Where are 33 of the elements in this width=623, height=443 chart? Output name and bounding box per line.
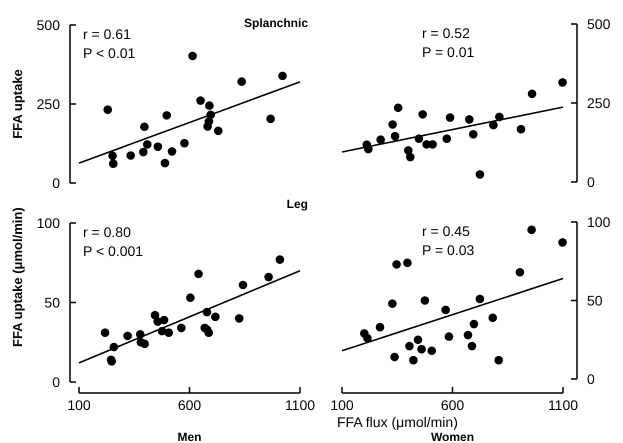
annotation: r = 0.45 xyxy=(422,223,470,239)
y-tick-label: 250 xyxy=(36,96,60,112)
annotation: P < 0.001 xyxy=(83,243,144,259)
x-tick-label: 1100 xyxy=(284,397,316,413)
chart-title: Splanchnic xyxy=(244,16,308,30)
text: FFA flux (μmol/min) xyxy=(337,414,458,430)
y-tick-label: 50 xyxy=(587,292,603,308)
chart-title: Leg xyxy=(286,197,308,211)
annotation: P < 0.01 xyxy=(83,45,136,61)
y-tick-label: 500 xyxy=(36,16,60,33)
annotation: r = 0.61 xyxy=(83,26,132,42)
y-axis-title: FFA uptake xyxy=(10,69,25,139)
y-tick-label: 0 xyxy=(52,174,60,191)
x-axis-title: Men xyxy=(178,430,202,443)
annotation: r = 0.80 xyxy=(83,224,132,240)
annotation: P = 0.01 xyxy=(422,44,474,60)
annotation: P = 0.03 xyxy=(422,242,474,258)
y-axis-title: FFA uptake (μmol/min) xyxy=(10,207,25,347)
x-tick-label: 600 xyxy=(178,397,202,413)
x-tick-label: 600 xyxy=(440,397,464,413)
y-tick-label: 0 xyxy=(587,174,595,190)
annotation: r = 0.52 xyxy=(422,25,470,41)
x-axis-title: Women xyxy=(430,430,474,443)
x-tick-label: 1100 xyxy=(548,397,578,413)
y-tick-label: 250 xyxy=(587,94,611,111)
y-tick-label: 100 xyxy=(587,214,611,230)
y-tick-label: 0 xyxy=(587,370,595,387)
y-tick-label: 100 xyxy=(36,214,60,231)
y-tick-label: 500 xyxy=(587,16,611,32)
x-tick-label: 100 xyxy=(67,397,91,413)
y-tick-label: 50 xyxy=(44,294,60,310)
x-tick-label: 100 xyxy=(330,397,354,413)
y-tick-label: 0 xyxy=(52,374,60,390)
